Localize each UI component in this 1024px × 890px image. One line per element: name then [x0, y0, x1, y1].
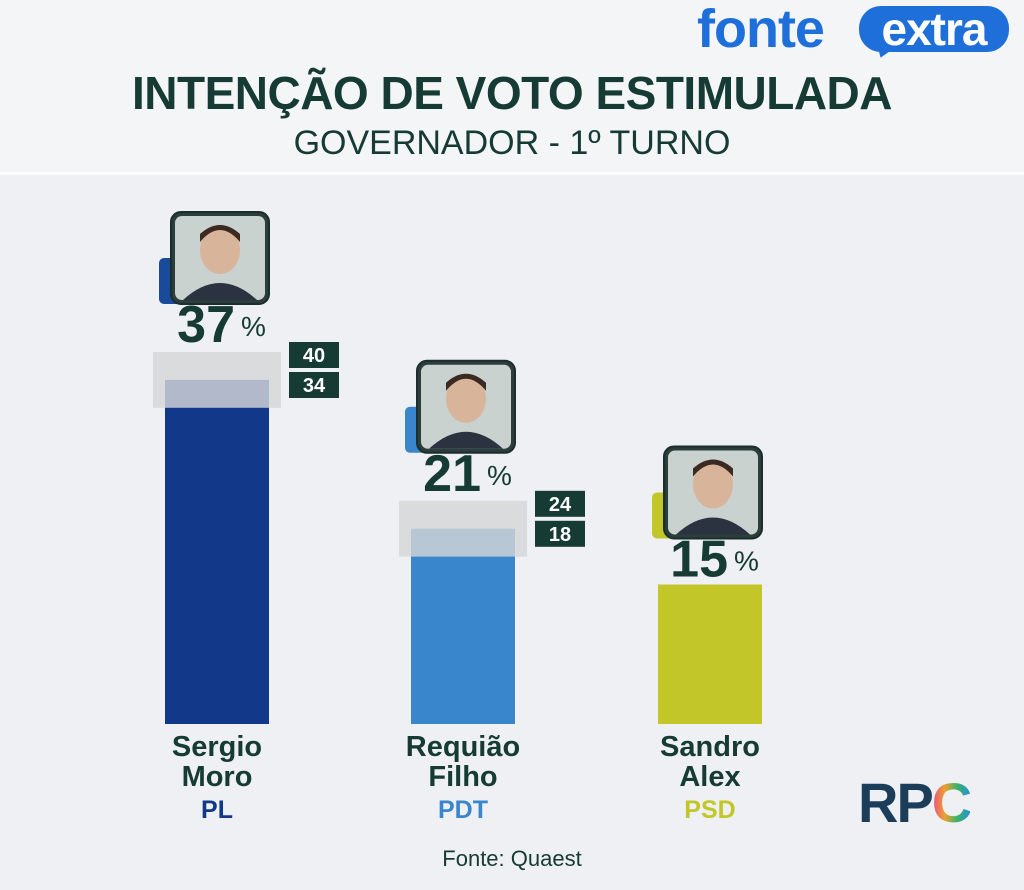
candidate-party: PSD — [684, 796, 735, 824]
candidate-name-line1: Sergio — [172, 731, 262, 763]
header-background — [0, 0, 1024, 172]
range-high-label: 24 — [549, 494, 572, 516]
range-low-box — [289, 372, 339, 398]
bar — [165, 379, 269, 724]
range-high-label: 40 — [303, 345, 325, 367]
avatar-hair — [200, 225, 240, 242]
brand-name-fonte: fonte — [697, 0, 825, 59]
candidate-party: PDT — [438, 796, 488, 824]
range-high-box — [289, 342, 339, 368]
value-label: 15 — [670, 531, 728, 589]
range-low-label: 34 — [303, 375, 326, 397]
brand-badge — [859, 6, 1009, 52]
value-label: 37 — [177, 296, 235, 354]
avatar-face — [446, 374, 486, 423]
bar — [658, 584, 762, 724]
value-unit: % — [241, 311, 266, 342]
chart-subtitle: GOVERNADOR - 1º TURNO — [293, 124, 731, 162]
avatar-shoulders — [429, 431, 503, 449]
value-label: 21 — [423, 445, 481, 503]
margin-band — [399, 500, 527, 557]
range-low-label: 18 — [549, 524, 571, 546]
brand-logo: fonte extra — [697, 0, 1017, 62]
candidate-name-line2: Filho — [428, 761, 497, 793]
candidate-name-line2: Alex — [679, 761, 740, 793]
rpc-logo-rp: RP — [858, 771, 934, 834]
range-low-box — [535, 520, 585, 547]
header-divider — [0, 172, 1024, 175]
source-note: Fonte: Quaest — [442, 846, 582, 871]
value-unit: % — [734, 546, 759, 577]
rpc-logo: RPC — [858, 770, 972, 835]
brand-name-extra: extra — [881, 3, 988, 55]
avatar-shoulders — [183, 283, 257, 300]
value-unit: % — [487, 460, 512, 491]
avatar-face — [200, 226, 240, 274]
bar — [411, 528, 515, 724]
candidate-name-line1: Sandro — [660, 731, 760, 763]
candidate-name-line1: Requião — [406, 731, 520, 763]
margin-band — [153, 352, 281, 408]
range-high-box — [535, 490, 585, 517]
avatar-face — [693, 460, 733, 509]
avatar-hair — [446, 373, 486, 391]
avatar-hair — [693, 459, 733, 477]
rpc-logo-c: C — [931, 771, 972, 834]
candidate-party: PL — [201, 796, 233, 824]
candidate-name-line2: Moro — [182, 761, 253, 793]
chart-title: INTENÇÃO DE VOTO ESTIMULADA — [131, 67, 893, 119]
avatar-shoulders — [676, 517, 750, 535]
